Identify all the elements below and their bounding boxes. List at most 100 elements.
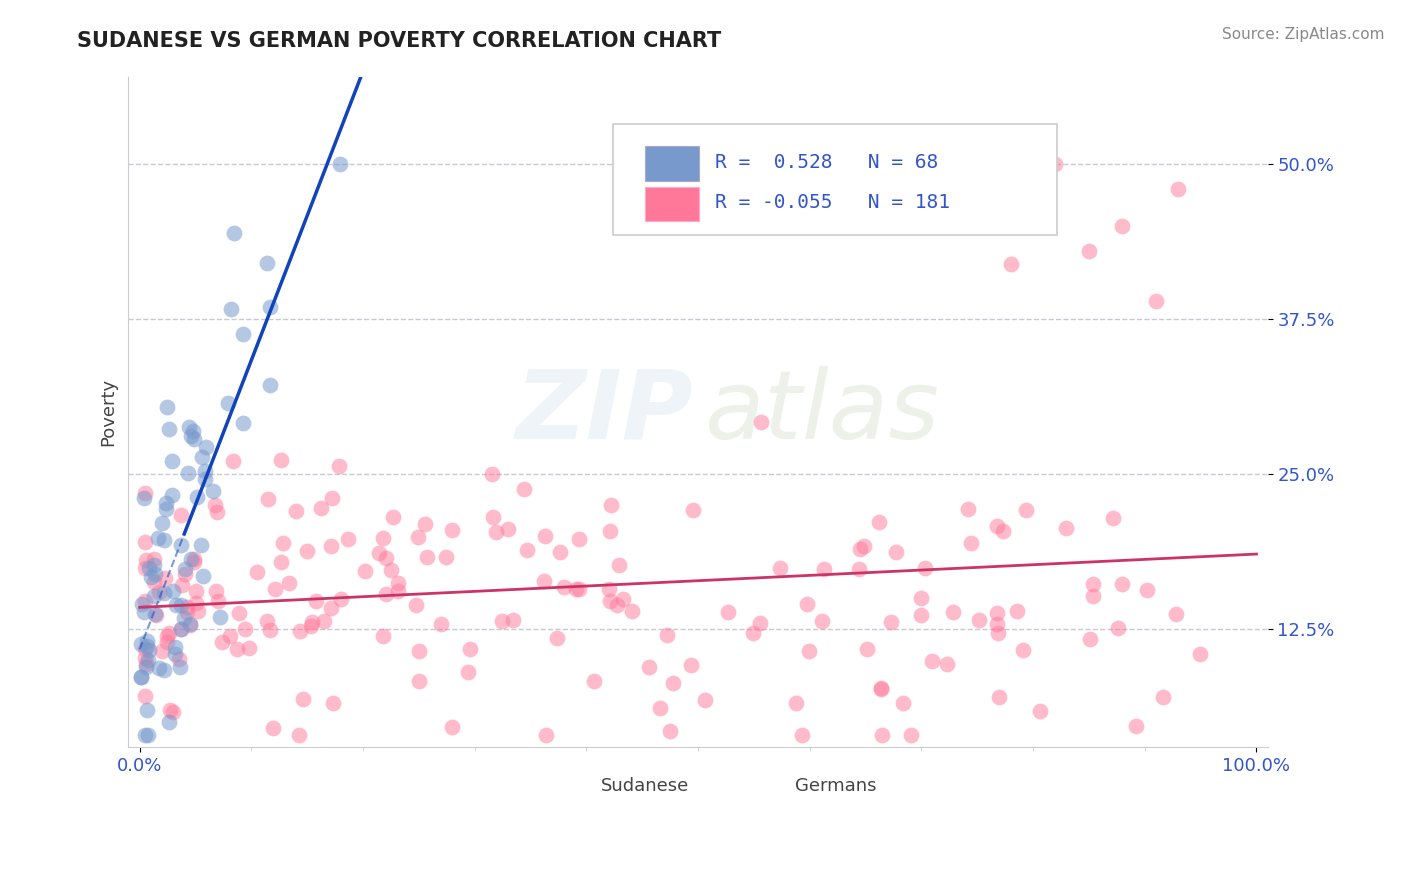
Point <box>150 643 173 657</box>
Point <box>387 575 409 590</box>
Point <box>156 635 179 649</box>
Point <box>177 420 200 434</box>
Point <box>170 622 193 636</box>
Point <box>163 640 186 655</box>
Point <box>1167 182 1189 196</box>
Point <box>1111 576 1133 591</box>
Point <box>337 532 360 546</box>
Bar <box>560 773 588 797</box>
Point <box>484 524 506 539</box>
Point <box>884 545 907 559</box>
Point <box>232 416 254 430</box>
Point <box>1078 244 1101 259</box>
Point <box>813 562 835 576</box>
Text: ZIP: ZIP <box>516 366 693 458</box>
Point <box>1144 293 1167 308</box>
Point <box>513 482 536 496</box>
Point <box>217 396 239 410</box>
Point <box>138 561 160 575</box>
Point <box>183 555 205 569</box>
Point <box>662 676 685 690</box>
Point <box>193 464 215 478</box>
Point <box>658 723 681 738</box>
Point <box>1015 503 1038 517</box>
Point <box>986 519 1008 533</box>
Point <box>368 546 391 560</box>
Point <box>516 542 538 557</box>
Point <box>329 157 352 171</box>
Point <box>145 608 167 623</box>
Point <box>259 300 281 314</box>
Point <box>387 584 409 599</box>
Point <box>177 467 200 481</box>
Point <box>749 615 772 630</box>
Point <box>256 614 278 628</box>
Point <box>162 454 184 468</box>
Bar <box>752 773 782 797</box>
Point <box>134 485 156 500</box>
Point <box>986 617 1008 632</box>
Point <box>204 584 226 599</box>
Point <box>1012 643 1035 657</box>
Point <box>162 706 184 720</box>
Point <box>458 642 481 657</box>
Point <box>1029 705 1052 719</box>
Point <box>373 531 395 545</box>
Point <box>1111 219 1133 234</box>
Point <box>868 515 890 529</box>
Point <box>259 624 281 638</box>
Point <box>1101 510 1123 524</box>
Point <box>176 600 198 615</box>
Point <box>322 696 344 710</box>
Point <box>848 562 870 576</box>
Point <box>1045 157 1067 171</box>
Point <box>870 728 893 742</box>
Point <box>204 498 226 512</box>
Point <box>142 558 165 572</box>
Point <box>297 543 319 558</box>
Point <box>502 613 524 627</box>
Point <box>134 594 156 608</box>
Point <box>169 660 191 674</box>
Point <box>638 660 661 674</box>
Point <box>921 655 943 669</box>
Point <box>935 657 957 671</box>
Point <box>136 640 159 654</box>
Point <box>165 647 187 661</box>
Point <box>870 682 893 697</box>
Point <box>179 616 201 631</box>
Point <box>606 599 628 613</box>
Point <box>191 450 214 464</box>
Point <box>205 505 228 519</box>
Point <box>134 561 156 575</box>
Point <box>797 644 820 658</box>
Text: Source: ZipAtlas.com: Source: ZipAtlas.com <box>1222 27 1385 42</box>
Text: SUDANESE VS GERMAN POVERTY CORRELATION CHART: SUDANESE VS GERMAN POVERTY CORRELATION C… <box>77 31 721 51</box>
Point <box>195 440 218 454</box>
Point <box>134 689 156 703</box>
Point <box>143 567 166 582</box>
Point <box>233 622 256 636</box>
Point <box>416 550 439 565</box>
Point <box>1189 647 1212 661</box>
Point <box>457 665 479 680</box>
Point <box>153 586 176 600</box>
Point <box>138 643 160 657</box>
Point <box>988 690 1011 705</box>
FancyBboxPatch shape <box>613 124 1057 235</box>
Point <box>167 651 190 665</box>
Point <box>132 491 155 505</box>
Point <box>742 626 765 640</box>
Point <box>534 728 557 742</box>
Text: R = -0.055   N = 181: R = -0.055 N = 181 <box>716 194 950 212</box>
Point <box>165 598 187 612</box>
Point <box>135 660 157 674</box>
Point <box>218 629 240 643</box>
Point <box>441 523 464 537</box>
Point <box>173 611 195 625</box>
Point <box>129 637 152 651</box>
Point <box>956 502 979 516</box>
Point <box>226 641 249 656</box>
Point <box>134 650 156 665</box>
Point <box>155 502 177 516</box>
